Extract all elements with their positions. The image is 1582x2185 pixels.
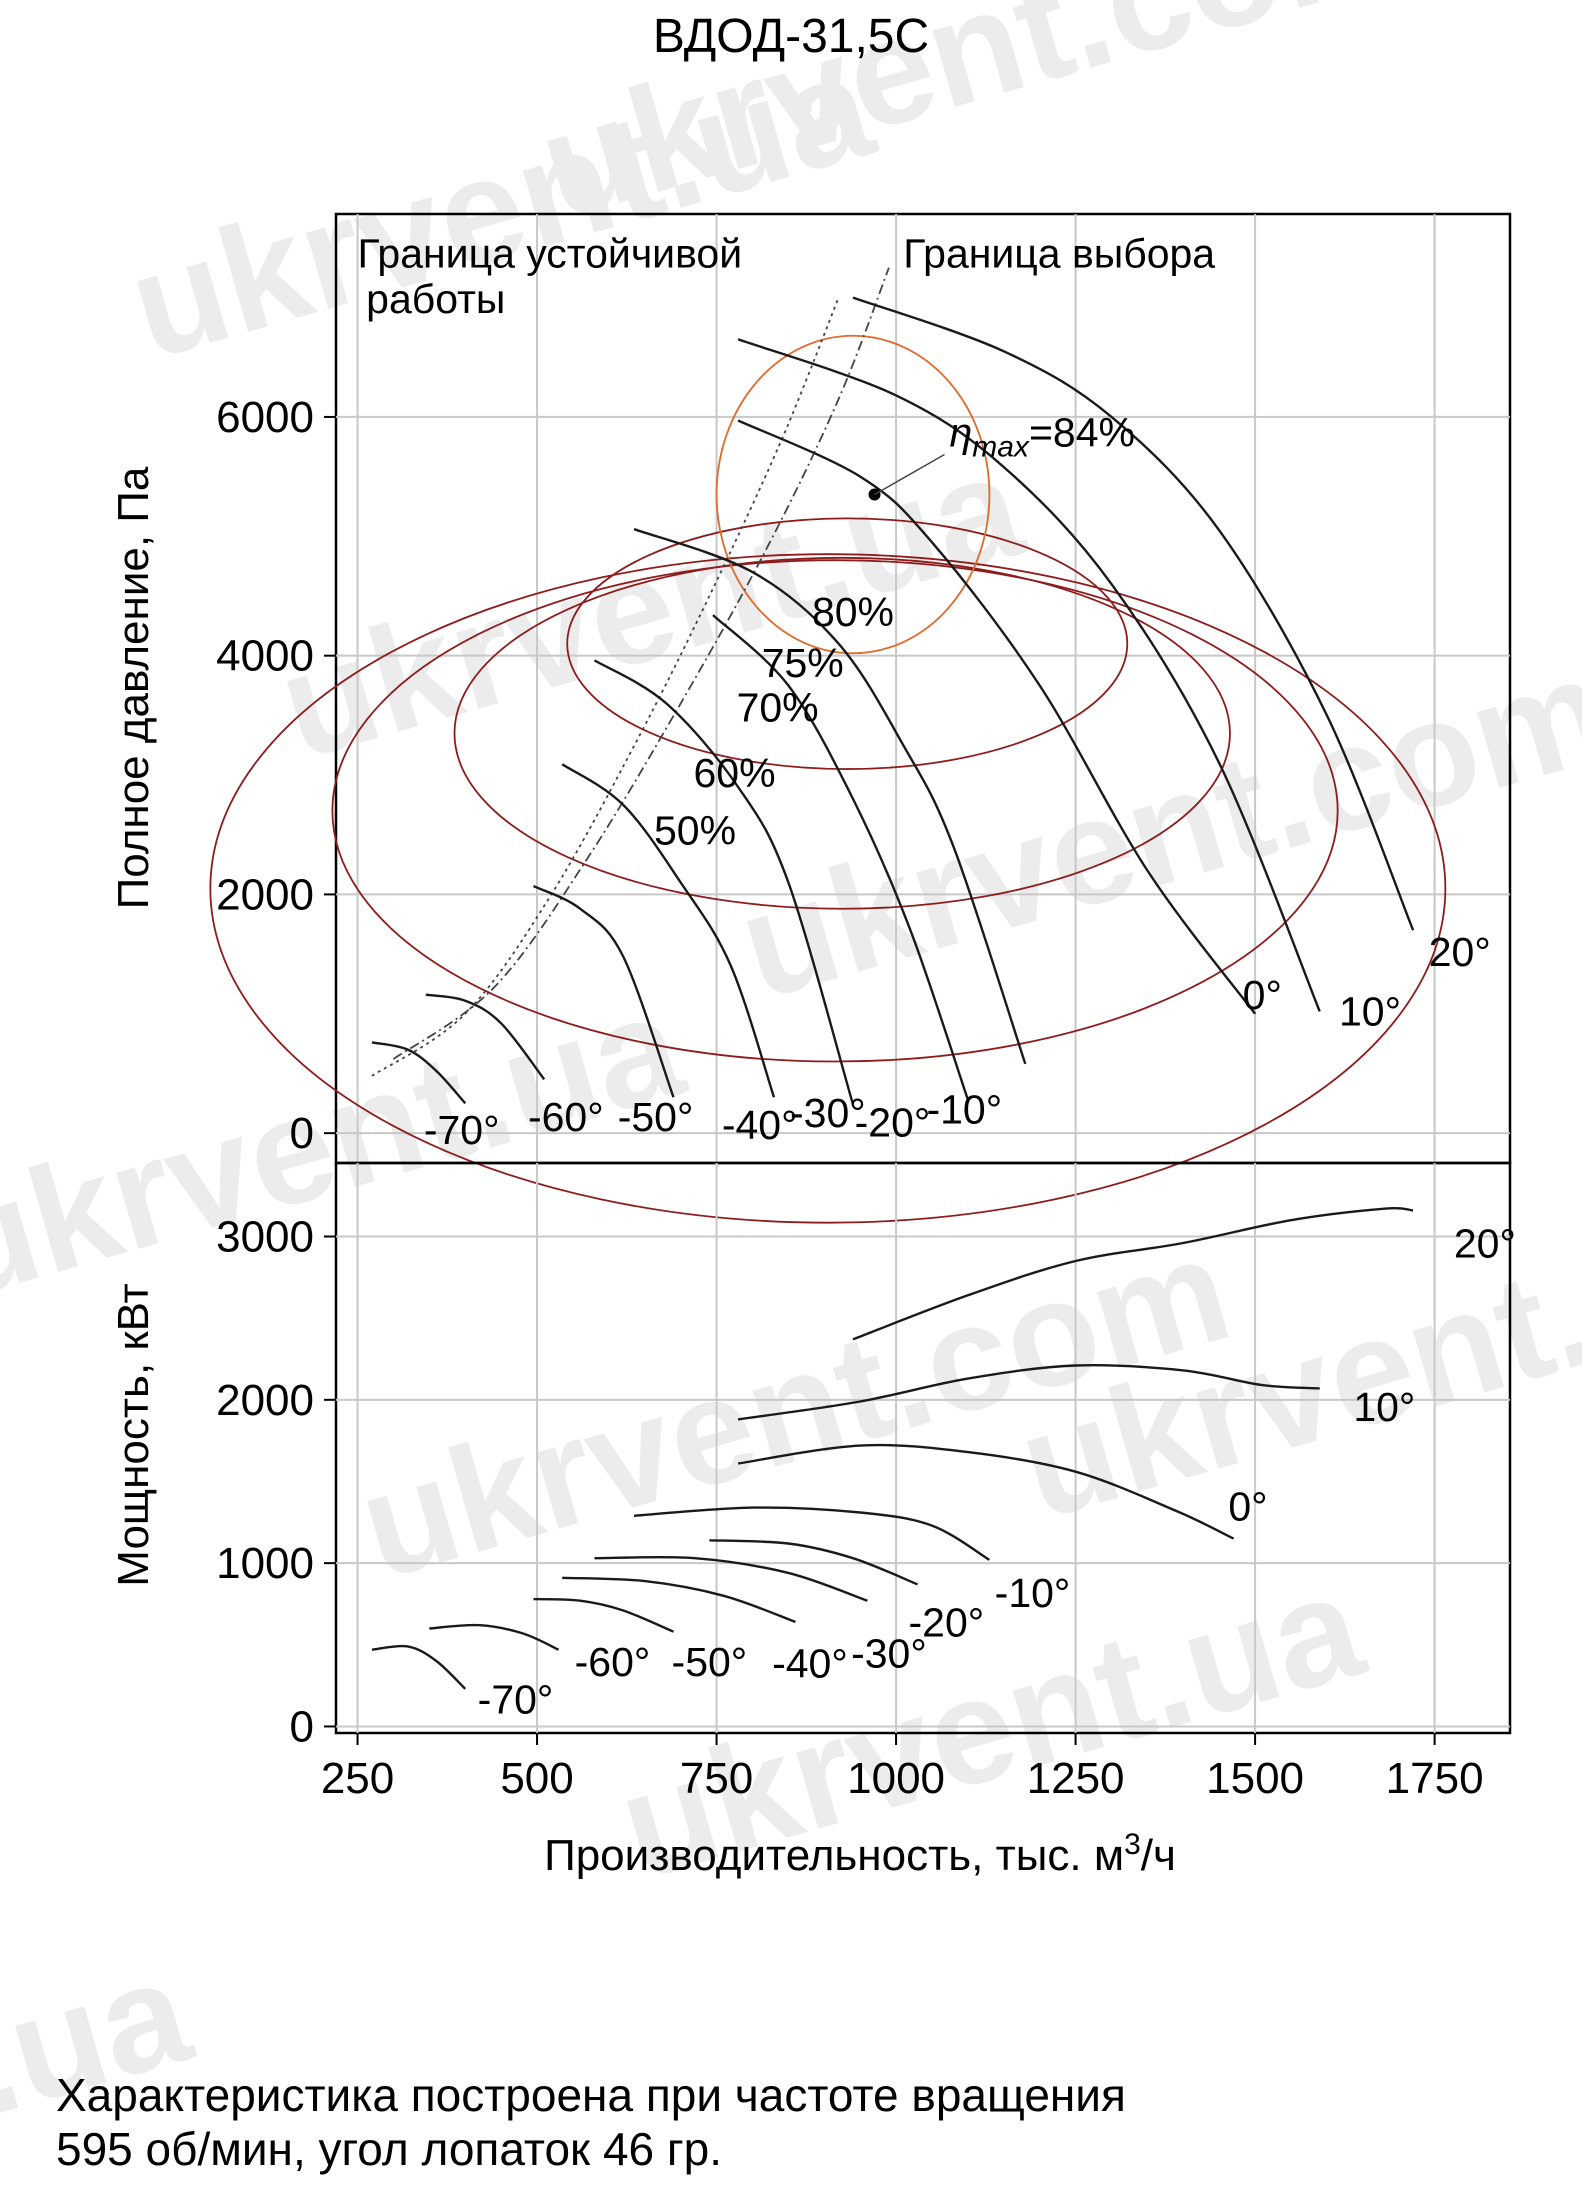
power-curves — [371, 1207, 1414, 1690]
efficiency-label: 50% — [654, 807, 736, 853]
pressure-curve — [737, 338, 1321, 1012]
pressure-curve — [852, 296, 1415, 931]
power-curve-label: -50° — [672, 1639, 748, 1685]
power-y-ticks: 0 1000 2000 3000 — [216, 1212, 336, 1751]
max-efficiency-label: ηmax=84% — [950, 410, 1135, 464]
pressure-curve-label: 20° — [1429, 929, 1491, 975]
power-curve — [371, 1644, 467, 1690]
pressure-axis-title: Полное давление, Па — [109, 466, 158, 909]
power-curve — [429, 1623, 560, 1651]
x-tick-label: 250 — [321, 1754, 394, 1803]
pressure-curve-label: -70° — [424, 1107, 500, 1153]
pressure-y-tick-label: 2000 — [216, 870, 314, 919]
power-curve-label: 0° — [1228, 1484, 1267, 1530]
selection-boundary-label: Граница выбора — [903, 231, 1215, 277]
pressure-curve-label: -50° — [618, 1094, 694, 1140]
power-curve-label: -20° — [909, 1600, 985, 1646]
watermark-text: ukrvent.ua — [0, 960, 700, 1331]
pressure-curve-label: -10° — [926, 1087, 1002, 1133]
power-curve-label: -10° — [995, 1570, 1071, 1616]
efficiency-label: 70% — [737, 684, 819, 730]
pressure-y-ticks: 0 2000 4000 6000 — [216, 393, 336, 1158]
power-curve — [562, 1576, 796, 1624]
pressure-panel: 0 2000 4000 6000 -70° -60° -50° -40°-30°-20°-1… — [109, 212, 1512, 1224]
power-y-tick-label: 0 — [290, 1702, 314, 1751]
power-curve — [737, 1363, 1320, 1421]
pressure-y-tick-label: 0 — [290, 1109, 314, 1158]
stability-boundary-label: работы — [366, 276, 505, 322]
stability-boundary-label: Граница устойчивой — [358, 231, 743, 277]
power-curve — [737, 1443, 1235, 1540]
pressure-curve — [737, 419, 1257, 1015]
pressure-curve — [532, 885, 675, 1098]
power-curve — [852, 1207, 1414, 1341]
pressure-annotations: 80% 75%70% 60% 50% ηmax=84% Граница устойчиво… — [358, 231, 1216, 854]
x-tick-label: 1000 — [847, 1754, 945, 1803]
pressure-curve — [712, 614, 970, 1101]
pressure-curve-label: -30° — [790, 1090, 866, 1136]
pressure-curve-label: -40° — [722, 1102, 798, 1148]
pressure-grid — [336, 214, 1510, 1163]
power-curve-label: -60° — [575, 1639, 651, 1685]
x-axis-ticks: 250 500 750 1000 1250 1500 1750 — [321, 1733, 1484, 1803]
caption-line-1: Характеристика построена при частоте вра… — [56, 2069, 1126, 2121]
power-curve-label: 20° — [1454, 1221, 1516, 1267]
power-y-tick-label: 3000 — [216, 1212, 314, 1261]
pressure-curve-label: 10° — [1339, 989, 1401, 1035]
caption: Характеристика построена при частоте вра… — [56, 2068, 1126, 2176]
power-curve-label: -30° — [851, 1631, 927, 1677]
efficiency-contour — [209, 553, 1447, 1224]
power-y-tick-label: 2000 — [216, 1376, 314, 1425]
max-efficiency-leader — [874, 453, 945, 496]
pressure-curve-labels: -70° -60° -50° -40°-30°-20°-10° 0° 10° 20° — [424, 929, 1491, 1153]
boundary-lines — [371, 267, 890, 1077]
x-tick-label: 1250 — [1027, 1754, 1125, 1803]
x-tick-label: 1750 — [1386, 1754, 1484, 1803]
selection-boundary-line — [392, 267, 890, 1060]
pressure-curve-label: -20° — [855, 1100, 931, 1146]
pressure-curve-label: 0° — [1243, 972, 1282, 1018]
power-panel: 0 1000 2000 3000 -70° -60° -50° -40° -30°-20°-1… — [109, 1161, 1516, 1751]
power-axis-title: Мощность, кВт — [109, 1283, 158, 1586]
pressure-y-tick-label: 6000 — [216, 393, 314, 442]
efficiency-label: 80% — [812, 589, 894, 635]
pressure-curve — [425, 993, 546, 1081]
pressure-curve — [371, 1041, 467, 1105]
watermark-text: ukrvent.ua — [263, 420, 1040, 791]
x-tick-label: 750 — [680, 1754, 753, 1803]
efficiency-label: 75% — [762, 640, 844, 686]
power-y-tick-label: 1000 — [216, 1539, 314, 1588]
efficiency-contour — [566, 517, 1129, 770]
efficiency-contour — [331, 559, 1339, 1063]
power-curve-label: -70° — [478, 1676, 554, 1722]
efficiency-label: 60% — [693, 750, 775, 796]
pressure-curve — [633, 527, 1027, 1065]
x-tick-label: 500 — [500, 1754, 573, 1803]
power-plot-frame — [334, 1161, 1512, 1735]
caption-line-2: 595 об/мин, угол лопаток 46 гр. — [56, 2123, 723, 2175]
efficiency-contour — [453, 556, 1231, 910]
x-tick-label: 1500 — [1206, 1754, 1304, 1803]
power-curve-labels: -70° -60° -50° -40° -30°-20°-10° 0° 10° 20° — [478, 1221, 1516, 1723]
efficiency-contours — [209, 334, 1447, 1224]
pressure-curve-label: -60° — [528, 1094, 604, 1140]
power-curve — [633, 1506, 991, 1561]
power-curve-label: 10° — [1353, 1384, 1415, 1430]
power-curve-label: -40° — [772, 1640, 848, 1686]
power-curve — [709, 1539, 919, 1586]
pressure-curve — [561, 763, 776, 1098]
pressure-curve — [593, 659, 855, 1105]
power-curve — [594, 1555, 868, 1602]
pressure-curves — [371, 296, 1415, 1105]
x-axis-title: Производительность, тыс. м3/ч — [544, 1828, 1176, 1880]
pressure-y-tick-label: 4000 — [216, 632, 314, 681]
chart-title: ВДОД-31,5С — [653, 10, 929, 63]
power-curve — [533, 1597, 674, 1633]
efficiency-contour — [715, 334, 991, 655]
